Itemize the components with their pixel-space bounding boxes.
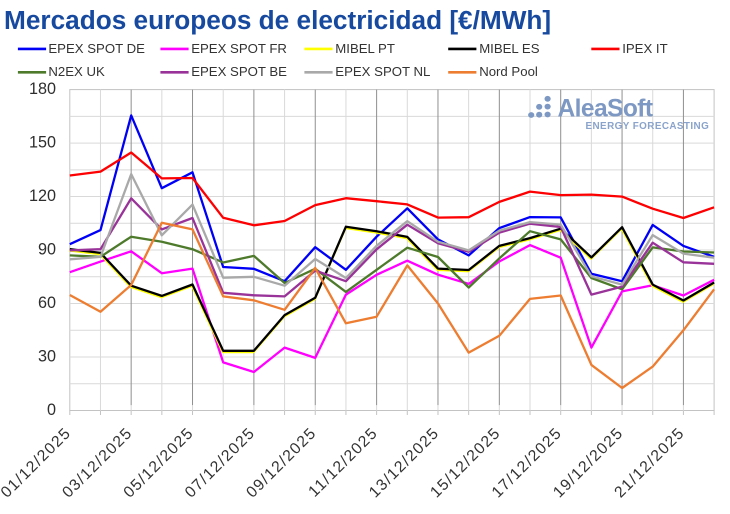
svg-text:AleaSoft: AleaSoft (558, 96, 653, 123)
svg-text:Nord Pool: Nord Pool (479, 64, 538, 79)
svg-text:MIBEL PT: MIBEL PT (335, 41, 395, 56)
svg-text:90: 90 (38, 241, 56, 259)
svg-text:Mercados europeos de electrici: Mercados europeos de electricidad [€/MWh… (4, 5, 551, 35)
svg-text:EPEX SPOT BE: EPEX SPOT BE (191, 64, 287, 79)
svg-text:EPEX SPOT NL: EPEX SPOT NL (335, 64, 430, 79)
svg-text:EPEX SPOT FR: EPEX SPOT FR (191, 41, 287, 56)
svg-text:0: 0 (47, 401, 56, 419)
svg-text:IPEX IT: IPEX IT (622, 41, 667, 56)
svg-text:N2EX UK: N2EX UK (48, 64, 105, 79)
svg-text:EPEX SPOT DE: EPEX SPOT DE (48, 41, 145, 56)
svg-text:180: 180 (29, 80, 56, 98)
svg-text:ENERGY FORECASTING: ENERGY FORECASTING (586, 121, 710, 132)
svg-text:30: 30 (38, 348, 56, 366)
svg-text:MIBEL ES: MIBEL ES (479, 41, 540, 56)
svg-text:60: 60 (38, 294, 56, 312)
svg-text:120: 120 (29, 187, 56, 205)
svg-text:150: 150 (29, 134, 56, 152)
